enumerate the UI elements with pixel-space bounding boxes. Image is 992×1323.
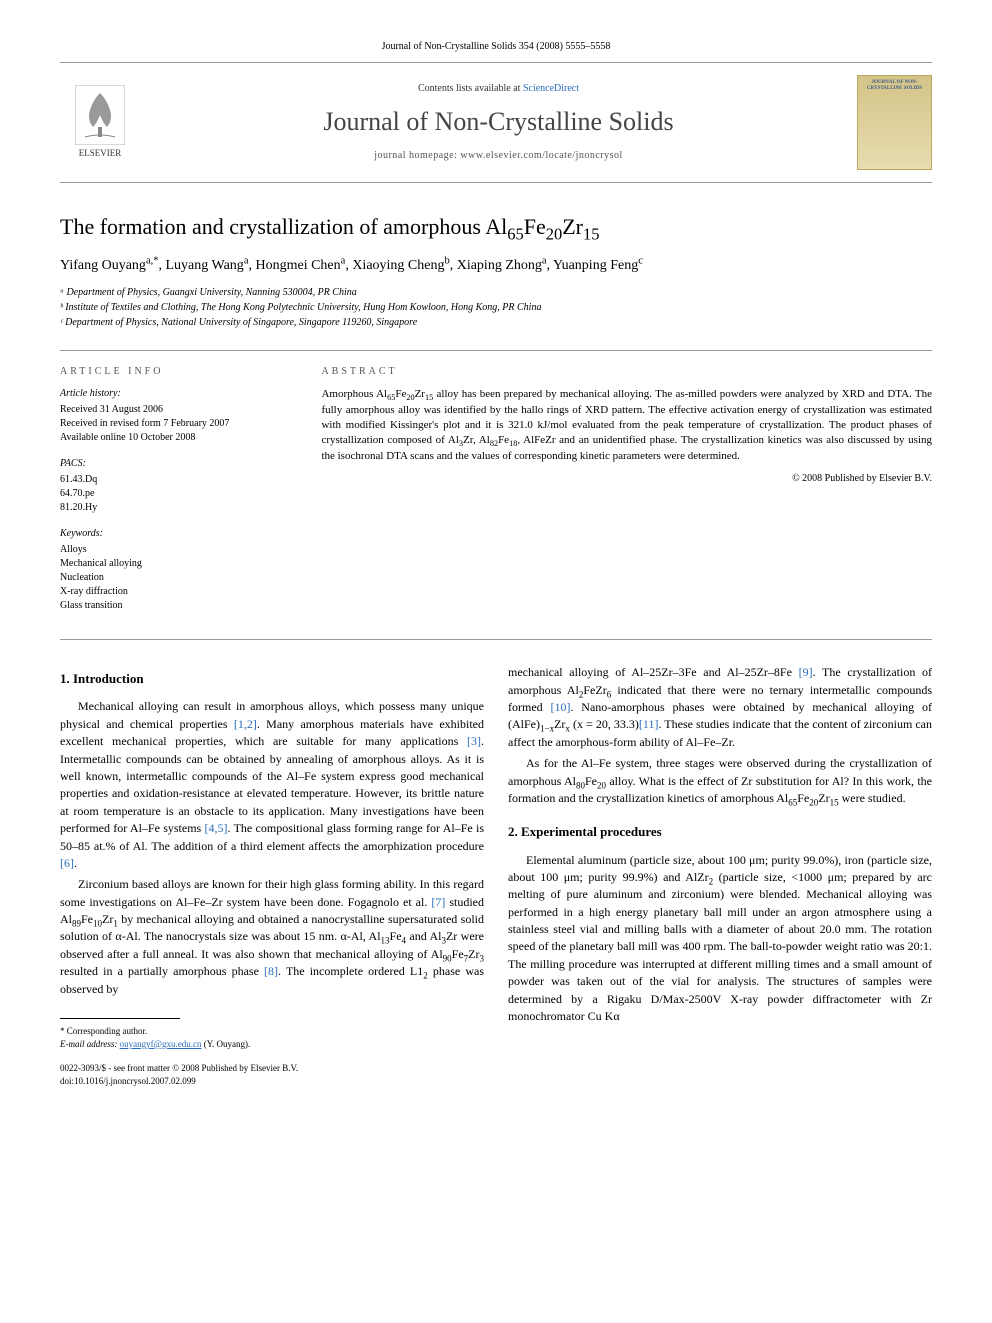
affiliation-a: ᵃ Department of Physics, Guangxi Univers…: [60, 285, 932, 300]
keyword-2: Mechanical alloying: [60, 557, 297, 571]
footnote-separator: [60, 1018, 180, 1019]
affiliation-b: ᵇ Institute of Textiles and Clothing, Th…: [60, 300, 932, 315]
affiliation-c: ᶜ Department of Physics, National Univer…: [60, 315, 932, 330]
publisher-logo: ELSEVIER: [60, 83, 140, 163]
homepage-url: www.elsevier.com/locate/jnoncrysol: [460, 150, 622, 161]
keywords-block: Keywords: Alloys Mechanical alloying Nuc…: [60, 527, 297, 613]
journal-name: Journal of Non-Crystalline Solids: [140, 104, 857, 140]
body-columns: 1. Introduction Mechanical alloying can …: [60, 664, 932, 1050]
homepage-prefix: journal homepage:: [374, 150, 460, 161]
abstract-label: ABSTRACT: [321, 365, 932, 379]
intro-para-1: Mechanical alloying can result in amorph…: [60, 698, 484, 872]
article-history: Article history: Received 31 August 2006…: [60, 387, 297, 445]
email-label: E-mail address:: [60, 1039, 120, 1049]
email-footnote: E-mail address: ouyangyf@gxu.edu.cn (Y. …: [60, 1038, 484, 1051]
article-info-column: ARTICLE INFO Article history: Received 3…: [60, 365, 297, 625]
experimental-heading: 2. Experimental procedures: [508, 823, 932, 841]
pacs-2: 64.70.pe: [60, 487, 297, 501]
affiliations: ᵃ Department of Physics, Guangxi Univers…: [60, 285, 932, 330]
history-received: Received 31 August 2006: [60, 403, 297, 417]
abstract-text: Amorphous Al65Fe20Zr15 alloy has been pr…: [321, 387, 932, 464]
intro-para-2: Zirconium based alloys are known for the…: [60, 876, 484, 998]
journal-cover-thumbnail: JOURNAL OF NON-CRYSTALLINE SOLIDS: [857, 75, 932, 170]
keyword-3: Nucleation: [60, 571, 297, 585]
keyword-1: Alloys: [60, 543, 297, 557]
contents-line: Contents lists available at ScienceDirec…: [140, 82, 857, 96]
footer-left: 0022-3093/$ - see front matter © 2008 Pu…: [60, 1062, 298, 1087]
history-online: Available online 10 October 2008: [60, 431, 297, 445]
journal-reference: Journal of Non-Crystalline Solids 354 (2…: [60, 40, 932, 54]
keyword-4: X-ray diffraction: [60, 585, 297, 599]
info-abstract-block: ARTICLE INFO Article history: Received 3…: [60, 350, 932, 640]
sciencedirect-link[interactable]: ScienceDirect: [523, 83, 579, 94]
keyword-5: Glass transition: [60, 599, 297, 613]
email-link[interactable]: ouyangyf@gxu.edu.cn: [120, 1039, 202, 1049]
pacs-3: 81.20.Hy: [60, 501, 297, 515]
contents-prefix: Contents lists available at: [418, 83, 523, 94]
keywords-head: Keywords:: [60, 527, 297, 541]
abstract-copyright: © 2008 Published by Elsevier B.V.: [321, 472, 932, 486]
history-head: Article history:: [60, 387, 297, 401]
pacs-1: 61.43.Dq: [60, 473, 297, 487]
pacs-block: PACS: 61.43.Dq 64.70.pe 81.20.Hy: [60, 457, 297, 515]
abstract-column: ABSTRACT Amorphous Al65Fe20Zr15 alloy ha…: [321, 365, 932, 625]
intro-para-4: As for the Al–Fe system, three stages we…: [508, 755, 932, 807]
pacs-head: PACS:: [60, 457, 297, 471]
elsevier-tree-icon: [75, 85, 125, 145]
doi-line: doi:10.1016/j.jnoncrysol.2007.02.099: [60, 1075, 298, 1088]
body-left-column: 1. Introduction Mechanical alloying can …: [60, 664, 484, 1050]
masthead: ELSEVIER Contents lists available at Sci…: [60, 62, 932, 183]
article-info-label: ARTICLE INFO: [60, 365, 297, 379]
issn-line: 0022-3093/$ - see front matter © 2008 Pu…: [60, 1062, 298, 1075]
body-right-column: mechanical alloying of Al–25Zr–3Fe and A…: [508, 664, 932, 1050]
masthead-center: Contents lists available at ScienceDirec…: [140, 82, 857, 162]
publisher-name: ELSEVIER: [79, 147, 122, 160]
intro-para-3: mechanical alloying of Al–25Zr–3Fe and A…: [508, 664, 932, 751]
history-revised: Received in revised form 7 February 2007: [60, 417, 297, 431]
cover-title: JOURNAL OF NON-CRYSTALLINE SOLIDS: [862, 80, 927, 92]
introduction-heading: 1. Introduction: [60, 670, 484, 688]
author-list: Yifang Ouyanga,*, Luyang Wanga, Hongmei …: [60, 256, 932, 276]
page-footer: 0022-3093/$ - see front matter © 2008 Pu…: [60, 1062, 932, 1087]
email-suffix: (Y. Ouyang).: [201, 1039, 250, 1049]
article-title: The formation and crystallization of amo…: [60, 213, 932, 242]
exp-para-1: Elemental aluminum (particle size, about…: [508, 852, 932, 1026]
homepage-line: journal homepage: www.elsevier.com/locat…: [140, 149, 857, 163]
corresponding-footnote: * Corresponding author.: [60, 1025, 484, 1038]
